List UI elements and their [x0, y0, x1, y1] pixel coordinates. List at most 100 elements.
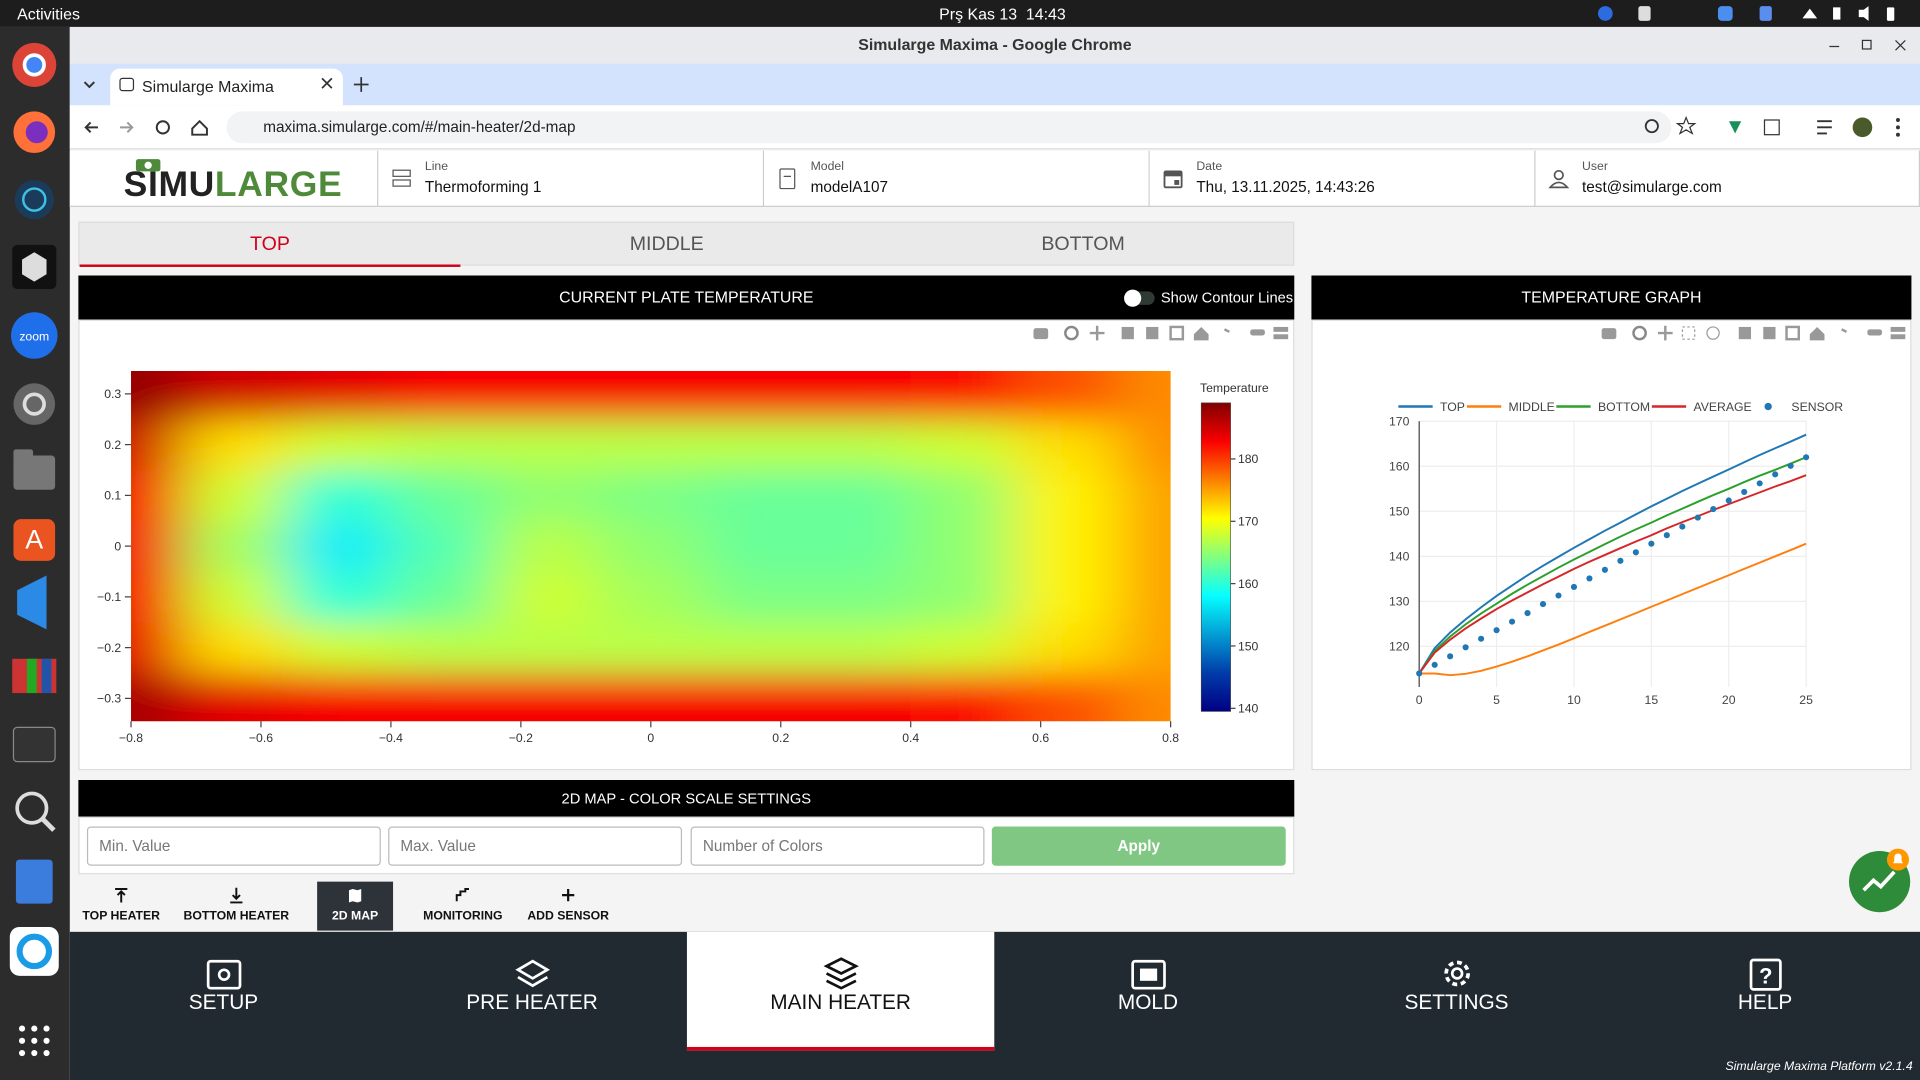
- toggle[interactable]: [1120, 288, 1157, 308]
- window-title: Simularge Maxima - Google Chrome: [69, 26, 1920, 64]
- y-tick-label: 150: [1389, 505, 1410, 519]
- heatmap-cell: [1014, 622, 1120, 674]
- field-value: test@simularge.com: [1582, 178, 1722, 196]
- logo[interactable]: SIMULARGE: [124, 165, 343, 205]
- min-input[interactable]: Min. Value: [86, 826, 381, 866]
- active-main-tab: [686, 931, 995, 1051]
- sensor-point: [1617, 557, 1624, 564]
- tab-middle[interactable]: MIDDLE: [629, 233, 704, 255]
- x-tick-label: 0.4: [902, 731, 919, 745]
- legend-label: BOTTOM: [1598, 400, 1650, 414]
- heatmap-cell: [702, 469, 808, 522]
- series-line: [1418, 433, 1807, 674]
- sub-nav-item[interactable]: BOTTOM HEATER: [181, 882, 291, 931]
- sub-nav-label: BOTTOM HEATER: [183, 909, 290, 924]
- x-tick-label: 0.2: [772, 731, 789, 745]
- heatmap-cell: [598, 419, 704, 471]
- heatmap-cell: [494, 419, 600, 471]
- heatmap-cell: [910, 673, 1016, 722]
- sub-nav-label: 2D MAP: [331, 909, 379, 924]
- toolbar-icons[interactable]: [1641, 114, 1910, 141]
- heatmap-cell: [131, 371, 184, 420]
- heatmap-cell: [183, 673, 288, 722]
- x-tick-label: 0.6: [1032, 731, 1049, 745]
- sensor-point: [1756, 480, 1763, 487]
- main-nav-item[interactable]: ? HELP: [1611, 932, 1918, 1047]
- y-tick-label: 160: [1389, 460, 1410, 474]
- heatmap-cell: [494, 622, 600, 674]
- sub-nav-label: TOP HEATER: [82, 909, 161, 924]
- colors-input[interactable]: Number of Colors: [690, 826, 985, 866]
- heatmap-cell: [131, 673, 184, 722]
- field-value: Thermoforming 1: [424, 178, 542, 196]
- sub-nav-item[interactable]: MONITORING: [414, 882, 512, 931]
- sub-nav-label: ADD SENSOR: [527, 909, 609, 924]
- tab-top[interactable]: TOP: [79, 223, 461, 267]
- tab-bottom[interactable]: BOTTOM: [1041, 233, 1125, 255]
- heatmap-cell: [1118, 622, 1171, 674]
- sensor-point: [1447, 653, 1454, 660]
- main-nav-item[interactable]: MAIN HEATER: [687, 932, 994, 1047]
- heatmap-cell: [1118, 469, 1171, 522]
- main-nav-item[interactable]: SETTINGS: [1303, 932, 1610, 1047]
- heatmap-cell: [1118, 571, 1171, 623]
- main-nav-item[interactable]: PRE HEATER: [378, 932, 685, 1047]
- heatmap-cell: [806, 419, 912, 471]
- heatmap-cell: [598, 673, 704, 722]
- x-tick-label: −0.8: [119, 731, 143, 745]
- x-tick-label: 0: [1416, 693, 1423, 707]
- dock: zoom A: [0, 26, 70, 1080]
- sub-nav-item[interactable]: 2D MAP: [317, 882, 393, 931]
- icon: [115, 888, 128, 903]
- heatmap-cell: [598, 520, 704, 573]
- tray-icons[interactable]: [1592, 4, 1920, 24]
- max-input[interactable]: Max. Value: [388, 826, 683, 866]
- heatmap-cell: [494, 673, 600, 722]
- modebar[interactable]: [1601, 325, 1906, 341]
- tab-icons[interactable]: [73, 71, 379, 98]
- browser-tab[interactable]: Simularge Maxima: [110, 68, 343, 106]
- main-nav-item[interactable]: SETUP: [70, 932, 377, 1047]
- panel-header: 2D MAP - COLOR SCALE SETTINGS: [78, 780, 1295, 817]
- main-nav-label: SETTINGS: [1404, 990, 1509, 1014]
- icon: [1444, 960, 1471, 987]
- header-field: Line Thermoforming 1: [378, 150, 765, 207]
- clock[interactable]: Prş Kas 13 14:43: [939, 4, 1066, 24]
- heatmap-cell: [1118, 520, 1171, 573]
- series-line: [1419, 542, 1807, 677]
- heatmap-cell: [910, 571, 1016, 623]
- sensor-point: [1462, 644, 1469, 651]
- modebar[interactable]: [1033, 325, 1289, 341]
- url-field[interactable]: maxima.simularge.com/#/main-heater/2d-ma…: [226, 111, 1672, 144]
- heatmap-cell: [806, 571, 912, 623]
- dock-icons[interactable]: zoom A: [0, 27, 70, 1080]
- main-nav-item[interactable]: MOLD: [994, 932, 1301, 1047]
- x-tick-label: 25: [1799, 693, 1813, 707]
- fab[interactable]: [1843, 845, 1916, 918]
- icon: [1131, 959, 1166, 990]
- heatmap-cell: [390, 520, 496, 573]
- top-bar: Activities Prş Kas 13 14:43: [0, 0, 1920, 27]
- main-nav-label: HELP: [1737, 990, 1793, 1014]
- logo-icon: [135, 159, 161, 172]
- sub-nav-item[interactable]: ADD SENSOR: [524, 882, 612, 931]
- panel-header: CURRENT PLATE TEMPERATURE: [78, 275, 1295, 320]
- heatmap-clip: [131, 371, 1171, 722]
- heatmap-cell: [390, 469, 496, 522]
- heatmap-cell: [390, 622, 496, 674]
- sub-nav-item[interactable]: TOP HEATER: [78, 882, 164, 931]
- tab-strip: [69, 63, 1920, 106]
- activities[interactable]: Activities: [17, 4, 80, 24]
- window-controls[interactable]: [1818, 36, 1916, 56]
- apply-button[interactable]: Apply: [991, 826, 1286, 866]
- sensor-point: [1570, 583, 1578, 591]
- field-value: modelA107: [810, 178, 889, 196]
- sensor-point: [1478, 635, 1485, 642]
- heatmap-cell: [1118, 371, 1171, 420]
- nav-buttons[interactable]: [76, 114, 223, 141]
- sensor-point: [1539, 601, 1547, 608]
- field-icon: [392, 169, 411, 187]
- heatmap-cell: [183, 419, 288, 471]
- heatmap-cell: [806, 520, 912, 573]
